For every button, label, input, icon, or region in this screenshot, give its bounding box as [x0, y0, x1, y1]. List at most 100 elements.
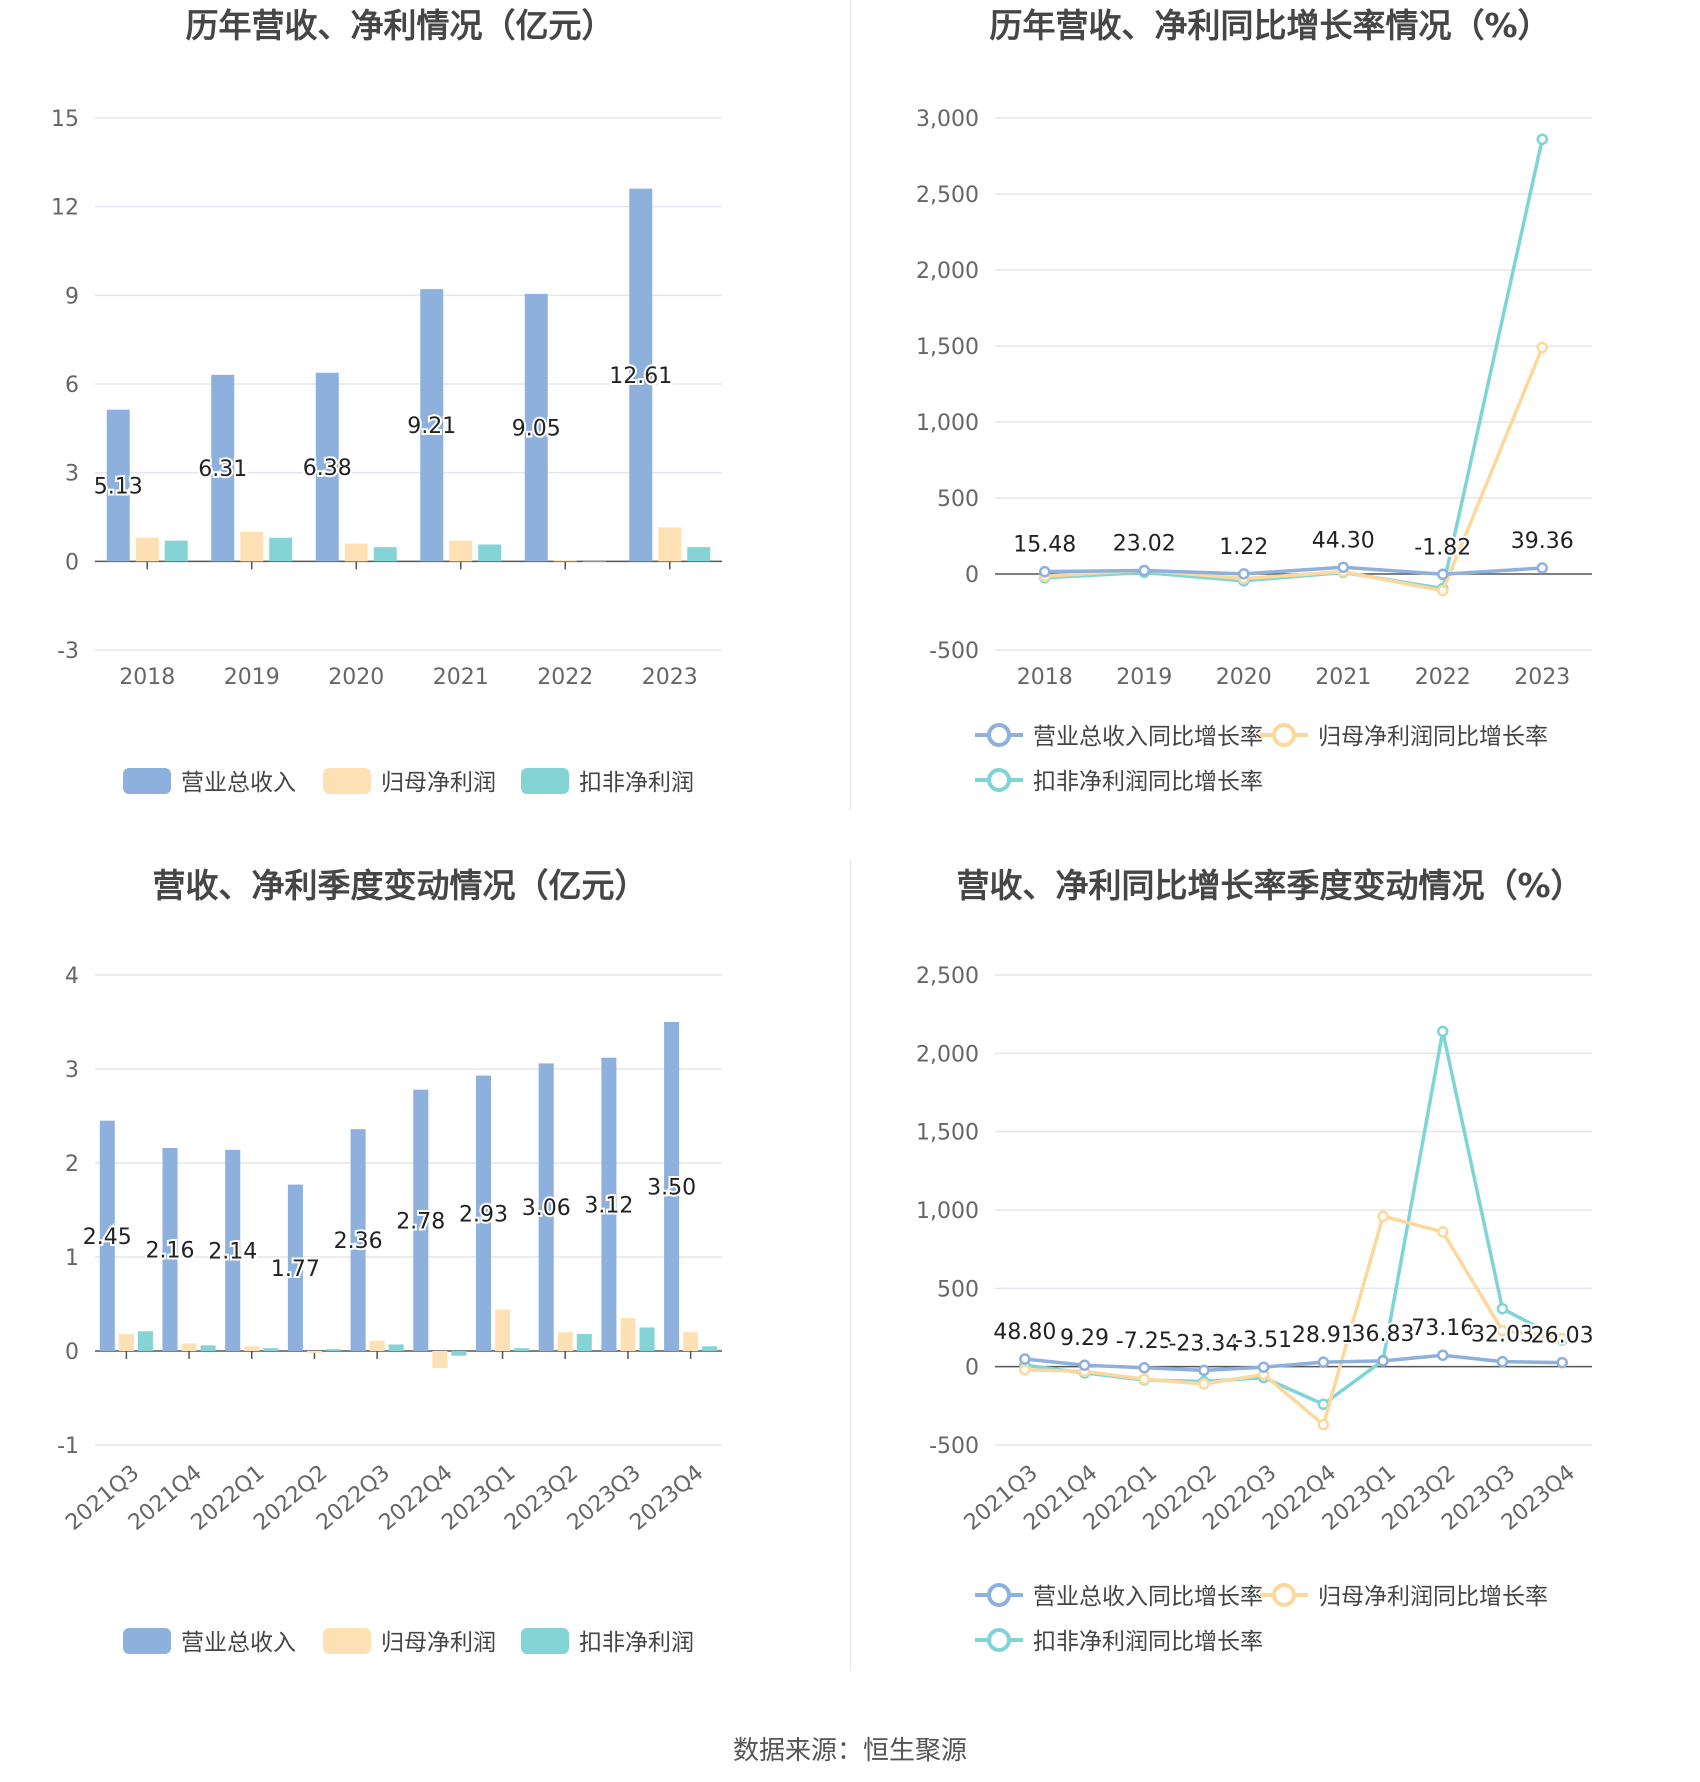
point-营业总收入同比增长率: [1198, 1364, 1210, 1377]
bar-归母净利润: [181, 1343, 197, 1351]
point-扣非净利润同比增长率: [1496, 1302, 1509, 1315]
point-营业总收入同比增长率: [1496, 1355, 1509, 1368]
x-tick-label: 2020: [1216, 665, 1272, 690]
point-归母净利润同比增长率: [1138, 1373, 1150, 1385]
data-source-note: 数据来源：恒生聚源: [732, 1736, 967, 1766]
data-label: 3.50: [647, 1176, 696, 1201]
bar-营业总收入: [162, 1147, 178, 1351]
bar-归母净利润: [449, 540, 473, 562]
bar-扣非净利润: [514, 1348, 530, 1351]
legend-swatch-营业总收入: [123, 768, 171, 794]
chart-title: 历年营收、净利同比增长率情况（%）: [989, 6, 1550, 45]
x-tick-label: 2023: [642, 665, 698, 690]
y-tick-label: 2: [65, 1152, 79, 1177]
legend-label: 扣非净利润同比增长率: [1033, 769, 1263, 795]
legend-label: 扣非净利润: [579, 1630, 694, 1656]
x-tick-label: 2018: [119, 665, 175, 690]
data-label: -3.51: [1235, 1328, 1292, 1353]
bar-归母净利润: [118, 1334, 134, 1351]
bar-归母净利润: [553, 560, 577, 562]
quarterly-growth-rate-chart: 营收、净利同比增长率季度变动情况（%） -500 0 500 1,000 1,500 2,0…: [850, 860, 1700, 1720]
data-label: 39.36: [1511, 529, 1574, 554]
y-tick-label: 1,000: [916, 411, 979, 436]
quarterly-revenue-profit-svg: 营收、净利季度变动情况（亿元）-1012342021Q32021Q42022Q1…: [57, 866, 722, 1656]
x-tick-label: 2022: [537, 665, 593, 690]
legend-label: 营业总收入同比增长率: [1033, 1584, 1263, 1610]
bar-归母净利润: [620, 1318, 636, 1351]
data-label: 32.03: [1471, 1323, 1534, 1348]
data-label: 9.05: [512, 417, 561, 442]
data-label: 2.16: [146, 1238, 195, 1263]
y-tick-label: 4: [65, 964, 79, 989]
bar-扣非净利润: [687, 547, 711, 562]
bar-营业总收入: [350, 1129, 366, 1351]
bar-归母净利润: [135, 537, 159, 562]
y-tick-label: 3: [65, 462, 79, 487]
legend-label: 归母净利润: [381, 1630, 496, 1656]
bar-归母净利润: [658, 527, 682, 562]
vertical-divider-top: [850, 0, 851, 810]
point-营业总收入同比增长率: [1039, 565, 1051, 578]
x-tick-label: 2020: [328, 665, 384, 690]
x-tick-label: 2018: [1017, 665, 1073, 690]
line-营业总收入同比增长率: [1024, 1353, 1563, 1373]
data-label: 9.21: [407, 414, 456, 439]
annual-revenue-profit-chart: 历年营收、净利情况（亿元） -3 0 3 6 9 12 15 2018 2019 2020 2021 2…: [0, 0, 850, 860]
x-tick-label: 2021: [433, 665, 489, 690]
bar-归母净利润: [244, 1346, 260, 1351]
y-tick-label: 2,000: [916, 259, 979, 284]
y-tick-label: 0: [965, 563, 979, 588]
legend-marker-扣非净利润同比增长率: [987, 768, 1011, 792]
bar-扣非净利润: [325, 1349, 342, 1351]
point-营业总收入同比增长率: [1257, 1361, 1270, 1373]
y-tick-label: -1: [57, 1434, 79, 1459]
annual-growth-rate-chart: 历年营收、净利同比增长率情况（%） -500 0 500 1,000 1,500 2,000…: [850, 0, 1700, 860]
y-tick-label: 1,500: [916, 1121, 979, 1146]
bar-营业总收入: [601, 1057, 617, 1351]
point-营业总收入同比增长率: [1337, 561, 1349, 574]
bar-扣非净利润: [200, 1345, 216, 1351]
legend-swatch-扣非净利润: [521, 768, 569, 794]
legend-label: 扣非净利润同比增长率: [1033, 1629, 1263, 1655]
line-营业总收入同比增长率: [1044, 565, 1543, 577]
bar-扣非净利润: [269, 537, 293, 562]
data-label: 2.78: [396, 1209, 445, 1234]
y-tick-label: -3: [57, 639, 79, 664]
bar-归母净利润: [240, 531, 264, 562]
y-tick-label: 0: [965, 1356, 979, 1381]
bar-扣非净利润: [373, 547, 397, 562]
y-tick-label: 500: [937, 487, 979, 512]
data-label: 3.06: [522, 1196, 571, 1221]
data-label: 26.03: [1531, 1324, 1594, 1349]
line-归母净利润同比增长率: [1024, 1214, 1563, 1428]
chart-title: 营收、净利同比增长率季度变动情况（%）: [956, 866, 1583, 905]
bar-归母净利润: [432, 1351, 448, 1368]
data-label: 1.22: [1219, 535, 1268, 560]
point-营业总收入同比增长率: [1138, 1362, 1150, 1374]
legend-swatch-归母净利润: [323, 768, 371, 794]
bar-营业总收入: [106, 409, 130, 562]
bar-营业总收入: [475, 1075, 492, 1351]
x-tick-label: 2019: [1116, 665, 1172, 690]
bar-扣非净利润: [164, 540, 188, 562]
legend-swatch-归母净利润: [323, 1628, 371, 1654]
legend-label: 营业总收入: [181, 770, 296, 796]
y-tick-label: 0: [65, 1340, 79, 1365]
bar-扣非净利润: [388, 1344, 404, 1351]
y-tick-label: 6: [65, 373, 79, 398]
point-归母净利润同比增长率: [1377, 1210, 1389, 1223]
bar-归母净利润: [369, 1340, 385, 1351]
legend-marker-营业总收入同比增长率: [987, 1583, 1011, 1607]
y-tick-label: 2,000: [916, 1042, 979, 1067]
bar-营业总收入: [629, 188, 653, 562]
point-归母净利润同比增长率: [1536, 341, 1548, 354]
bar-扣非净利润: [478, 544, 502, 562]
data-label: 48.80: [993, 1320, 1056, 1345]
point-营业总收入同比增长率: [1377, 1355, 1389, 1367]
data-label: 23.02: [1113, 532, 1176, 557]
data-label: 36.83: [1352, 1322, 1415, 1347]
y-tick-label: 1,500: [916, 335, 979, 360]
legend-label: 归母净利润同比增长率: [1318, 1584, 1548, 1610]
bar-扣非净利润: [639, 1327, 655, 1351]
data-label: 5.13: [94, 475, 143, 500]
